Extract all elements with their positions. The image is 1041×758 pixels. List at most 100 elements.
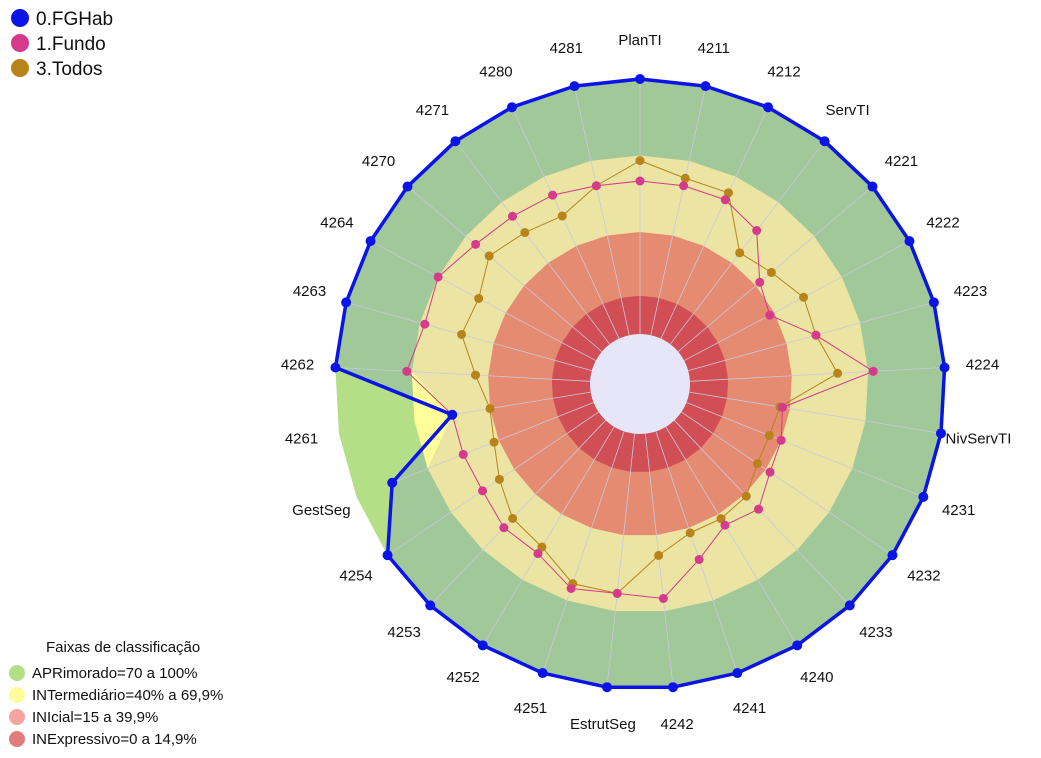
point-1fundo-4270 [471,239,481,249]
band-legend-marker-3 [9,731,25,747]
legend-label-0fghab: 0.FGHab [36,9,113,30]
axis-label-ServTI: ServTI [825,102,869,119]
point-3todos-4263 [457,329,467,339]
band-legend-marker-1 [9,687,25,703]
spoke-NivServTI [689,391,942,434]
band-legend-label-0: APRimorado=70 a 100% [32,665,198,682]
point-3todos-4252 [537,542,547,552]
axis-label-4221: 4221 [885,153,918,170]
axis-label-4223: 4223 [954,283,987,300]
point-3todos-4232 [752,459,762,469]
point-1fundo-4240 [720,520,730,530]
point-1fundo-4271 [508,211,518,221]
point-3todos-4264 [474,293,484,303]
point-1fundo-ServTI [752,226,762,236]
spoke-4233 [674,420,851,606]
axis-label-EstrutSeg: EstrutSeg [570,716,636,733]
axis-label-4261: 4261 [285,430,318,447]
axis-label-4253: 4253 [387,624,420,641]
band-legend-marker-2 [9,709,25,725]
point-0fghab-4224 [939,362,950,373]
legend-marker-0fghab [11,9,29,27]
band-legend-label-1: INTermediário=40% a 69,9% [32,687,223,704]
point-1fundo-4264 [433,272,443,282]
point-0fghab-4264 [365,236,376,247]
axis-label-4212: 4212 [767,64,800,81]
point-1fundo-4233 [754,504,764,514]
point-0fghab-4253 [425,600,436,611]
axis-label-4281: 4281 [550,40,583,57]
point-1fundo-EstrutSeg [612,588,622,598]
axis-label-4240: 4240 [800,669,833,686]
axis-label-4271: 4271 [416,102,449,119]
point-1fundo-4253 [499,523,509,533]
point-1fundo-4232 [765,467,775,477]
point-1fundo-4254 [478,486,488,496]
axis-label-4254: 4254 [339,567,372,584]
series-layer [330,74,950,693]
point-0fghab-4280 [506,102,517,113]
spoke-4271 [455,140,611,345]
point-0fghab-4281 [569,81,580,92]
spoke-4270 [407,186,603,352]
point-0fghab-4240 [792,640,803,651]
point-0fghab-EstrutSeg [602,682,613,693]
point-1fundo-4221 [755,277,765,287]
point-0fghab-NivServTI [935,428,946,439]
series-line-1fundo [406,180,874,599]
axis-label-4224: 4224 [966,356,999,373]
axis-labels: PlanTI 4211 4212 ServTI 4221 4222 4223 4224 NivS… [281,32,1012,733]
point-0fghab-4233 [844,600,855,611]
spoke-4222 [683,240,910,361]
axis-label-4232: 4232 [907,567,940,584]
spoke-4280 [511,107,620,339]
point-3todos-4254 [494,474,504,484]
point-3todos-4224 [833,368,843,378]
spoke-4212 [660,107,769,339]
chart-center [590,334,690,434]
point-1fundo-4242 [658,593,668,603]
point-0fghab-4231 [918,491,929,502]
point-0fghab-4242 [667,682,678,693]
spoke-4223 [688,302,934,372]
point-3todos-4222 [799,292,809,302]
point-3todos-GestSeg [489,437,499,447]
axis-label-4211: 4211 [698,40,730,57]
spoke-4262 [335,367,591,382]
point-0fghab-4211 [700,81,711,92]
point-1fundo-4224 [868,366,878,376]
spoke-4264 [370,240,597,361]
series-line-0fghab [333,77,947,689]
axis-label-4242: 4242 [660,716,693,733]
point-3todos-4253 [508,513,518,523]
point-3todos-4271 [520,228,530,238]
axis-label-4252: 4252 [446,669,479,686]
axis-label-4241: 4241 [733,700,766,717]
point-1fundo-4263 [420,319,430,329]
series-line-3todos [461,160,839,594]
spoke-4281 [574,86,630,336]
point-3todos-4231 [764,431,774,441]
spoke-4211 [650,86,706,336]
point-1fundo-4241 [694,554,704,564]
legend-marker-3todos [11,59,29,77]
spoke-ServTI [669,140,825,345]
point-0fghab-ServTI [819,136,830,147]
point-0fghab-4221 [867,181,878,192]
axis-label-4222: 4222 [926,214,959,231]
axis-label-NivServTI: NivServTI [946,430,1012,447]
point-0fghab-PlanTI [635,74,645,84]
spoke-4263 [346,302,592,372]
point-3todos-4211 [680,173,690,183]
spoke-4241 [655,431,738,674]
point-3todos-4240 [716,514,726,524]
point-1fundo-4223 [811,330,821,340]
axis-label-4280: 4280 [479,64,512,81]
legend-label-3todos: 3.Todos [36,59,103,80]
point-3todos-4212 [723,188,733,198]
bands-legend: Faixas de classificação APRimorado=70 a … [9,639,223,748]
point-3todos-4241 [685,528,695,538]
point-1fundo-4251 [566,583,576,593]
point-1fundo-4231 [776,435,786,445]
point-3todos-4280 [557,211,567,221]
